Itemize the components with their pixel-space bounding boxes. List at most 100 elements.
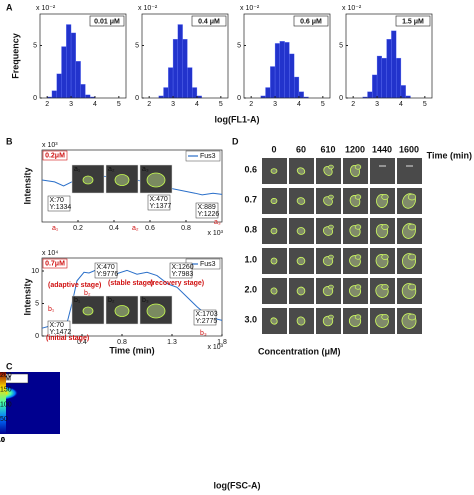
cell-image [397, 158, 422, 184]
histogram-bar [274, 43, 280, 99]
concentration-label: 0.6 μM [300, 18, 322, 25]
row-label: 0.6 [244, 164, 257, 174]
datatip-text: Y:1334 [50, 204, 72, 211]
cell [146, 303, 166, 319]
concentration-label: 1.5 μM [402, 18, 424, 25]
stage-label: (stable stage) [108, 280, 153, 287]
y-tick-label: 5 [135, 42, 139, 49]
cell [381, 314, 389, 320]
y-tick-label: 0 [33, 95, 37, 102]
cell [328, 164, 334, 170]
cell [270, 317, 278, 325]
panel-letter: B [6, 136, 13, 146]
histogram-bar [182, 39, 188, 99]
x-multiplier: x 10³ [207, 230, 223, 237]
x-tick-label: 7.0 [0, 437, 5, 444]
stage-label: (initial stage) [46, 335, 89, 342]
cell [270, 168, 278, 174]
label-box [395, 15, 431, 27]
cell [381, 224, 389, 230]
histogram-bar [187, 67, 193, 99]
panel-letter: A [6, 2, 13, 12]
histogram-bar [85, 94, 91, 99]
datatip-text: X:1260 [172, 264, 194, 271]
histogram-bar [51, 90, 57, 99]
cell [407, 223, 417, 231]
x-tick-label: 3 [69, 101, 73, 108]
x-tick-label: 6.0 [0, 437, 5, 444]
histogram-bar [192, 87, 198, 99]
x-tick-label: 3 [171, 101, 175, 108]
legend-label: Fus3 [200, 261, 216, 268]
colorbar [0, 372, 6, 434]
point-label: a₁ [52, 225, 59, 232]
y-tick-label: 0 [339, 95, 343, 102]
datatip-text: Y:9776 [97, 271, 119, 278]
histogram-bar [265, 87, 271, 99]
panel-letter: C [6, 361, 13, 371]
x-tick-label: 2 [249, 101, 253, 108]
row-label: 2.0 [244, 284, 257, 294]
data-line [41, 269, 223, 329]
cell [354, 194, 362, 200]
y-tick-label: 0 [135, 95, 139, 102]
label-box [42, 150, 68, 161]
column-label: 1440 [372, 144, 392, 154]
colorbar-tick-label: 50 [0, 416, 8, 423]
cell [82, 175, 94, 185]
x-tick-label: 7.0 [0, 437, 5, 444]
y-tick-label: 5 [237, 42, 241, 49]
datatip-box [47, 320, 71, 337]
histogram-bar [391, 30, 397, 99]
histogram-bar [386, 39, 392, 99]
x-tick-label: 0.4 [109, 225, 119, 232]
histogram-bar [80, 84, 86, 99]
cell [82, 306, 94, 316]
axes-frame [141, 13, 229, 99]
point-label: a₂ [132, 225, 139, 232]
axis-multiplier: x 10⁻² [36, 5, 56, 12]
datatip-box [195, 202, 219, 219]
cell [354, 314, 362, 320]
x-tick-label: 5 [423, 101, 427, 108]
cell [328, 284, 334, 290]
histogram-bar [270, 66, 276, 99]
x-tick-label: 4 [297, 101, 301, 108]
label-box [89, 15, 125, 27]
datatip-text: Y:2775 [196, 318, 218, 325]
x-tick-label: 5 [321, 101, 325, 108]
histogram-bar [376, 55, 382, 99]
y-multiplier: x 10³ [42, 142, 58, 149]
histogram-bar [372, 74, 378, 99]
datatip-text: X:470 [97, 264, 115, 271]
x-tick-label: 2 [147, 101, 151, 108]
cell [270, 227, 278, 235]
datatip-text: X:470 [150, 196, 168, 203]
y-multiplier: x 10⁴ [42, 250, 58, 257]
cell [328, 194, 334, 200]
inset-label: b₂ [108, 297, 115, 304]
cell [381, 194, 389, 200]
x-tick-label: 5 [219, 101, 223, 108]
y-tick-label: 5 [33, 42, 37, 49]
datatip-text: Y:1226 [198, 211, 220, 218]
histogram-bar [163, 87, 169, 99]
cell [296, 227, 306, 235]
x-tick-label: 6.0 [0, 437, 5, 444]
y-axis-label: Frequency [10, 33, 20, 79]
y-tick-label: 10 [31, 268, 39, 275]
x-tick-label: 1.8 [217, 339, 227, 346]
y-tick-label: 5 [35, 300, 39, 307]
histogram-bar [168, 67, 174, 99]
x-tick-label: 4 [93, 101, 97, 108]
x-tick-label: 4 [399, 101, 403, 108]
datatip-text: X:70 [50, 197, 65, 204]
cell [270, 257, 278, 265]
point-label: b₁ [48, 306, 55, 313]
inset-label: a₁ [74, 166, 81, 173]
cell [407, 283, 417, 291]
x-tick-label: 6.0 [0, 437, 5, 444]
legend-box [185, 150, 221, 162]
row-label: 0.8 [244, 224, 257, 234]
